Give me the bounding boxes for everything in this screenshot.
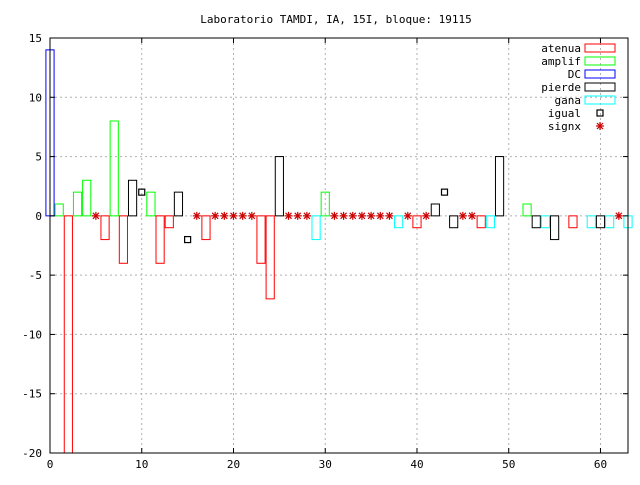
bar-atenua [476,215,486,229]
point-signx [247,211,256,220]
point-signx [422,211,431,220]
y-tick-label: 5 [35,151,42,164]
point-signx [357,211,366,220]
x-tick-label: 50 [502,458,515,471]
point-signx [229,211,238,220]
bar-pierde [430,203,440,217]
bar-amplif [146,191,156,217]
bar-pierde [531,215,541,229]
point-signx [468,211,477,220]
point-signx [403,211,412,220]
bar-amplif [109,120,119,217]
plot-frame [49,37,629,454]
chart-title: Laboratorio TAMDI, IA, 15I, bloque: 1911… [200,13,472,26]
bar-atenua [412,215,422,229]
point-signx [284,211,293,220]
x-tick-label: 0 [47,458,54,471]
bar-pierde [494,156,505,217]
bar-gana [485,215,495,229]
bar-atenua [118,215,128,264]
y-tick-label: -10 [22,328,42,341]
bar-pierde [595,215,606,229]
point-signx [367,211,376,220]
bar-pierde [127,179,138,217]
y-tick-label: 15 [29,32,42,45]
bar-atenua [265,215,275,300]
point-igual [440,188,449,196]
bar-atenua [164,215,174,229]
point-signx [339,211,348,220]
bar-pierde [173,191,184,217]
bar-gana [540,215,551,229]
bar-atenua [201,215,211,241]
y-tick-label: -20 [22,447,42,460]
bar-amplif [320,191,330,217]
legend-swatch-gana [584,95,616,105]
legend-label: igual [548,107,581,120]
x-tick-label: 20 [227,458,240,471]
bar-gana [586,215,596,229]
legend-swatch-amplif [584,56,616,66]
x-tick-label: 60 [594,458,607,471]
bar-pierde [449,215,459,229]
point-signx [458,211,467,220]
bar-amplif [54,203,64,217]
legend-label: gana [555,94,582,107]
legend-swatch-igual [596,109,604,117]
bar-amplif [82,179,92,217]
bar-atenua [155,215,165,264]
legend-label: signx [548,120,581,133]
point-signx [192,211,201,220]
bar-pierde [550,215,560,241]
bar-atenua [100,215,110,241]
point-signx [330,211,339,220]
legend-label: DC [568,68,581,81]
point-signx [614,211,623,220]
legend-swatch-signx [596,122,604,130]
legend-swatch-DC [584,69,616,79]
y-tick-label: -5 [29,269,42,282]
point-igual [138,188,146,196]
point-signx [348,211,357,220]
bar-atenua [256,215,266,264]
bar-amplif [72,191,83,217]
bar-amplif [522,203,532,217]
bar-gana [394,215,404,229]
bar-gana [311,215,321,241]
legend-swatch-atenua [584,43,616,53]
x-tick-label: 30 [319,458,332,471]
legend-label: atenua [541,42,581,55]
legend-swatch-pierde [584,82,616,92]
y-tick-label: 10 [29,91,42,104]
x-tick-label: 10 [135,458,148,471]
point-signx [385,211,394,220]
point-igual [184,235,192,244]
y-tick-label: 0 [35,210,42,223]
y-tick-label: -15 [22,388,42,401]
bar-gana [605,215,615,229]
legend-label: pierde [541,81,581,94]
point-signx [91,211,100,220]
point-signx [376,211,385,220]
point-signx [238,211,247,220]
point-signx [211,211,220,220]
x-tick-label: 40 [410,458,423,471]
point-signx [293,211,302,220]
bar-pierde [274,156,284,217]
point-signx [302,211,311,220]
legend-label: amplif [541,55,581,68]
bar-atenua [568,215,578,229]
point-signx [220,211,229,220]
